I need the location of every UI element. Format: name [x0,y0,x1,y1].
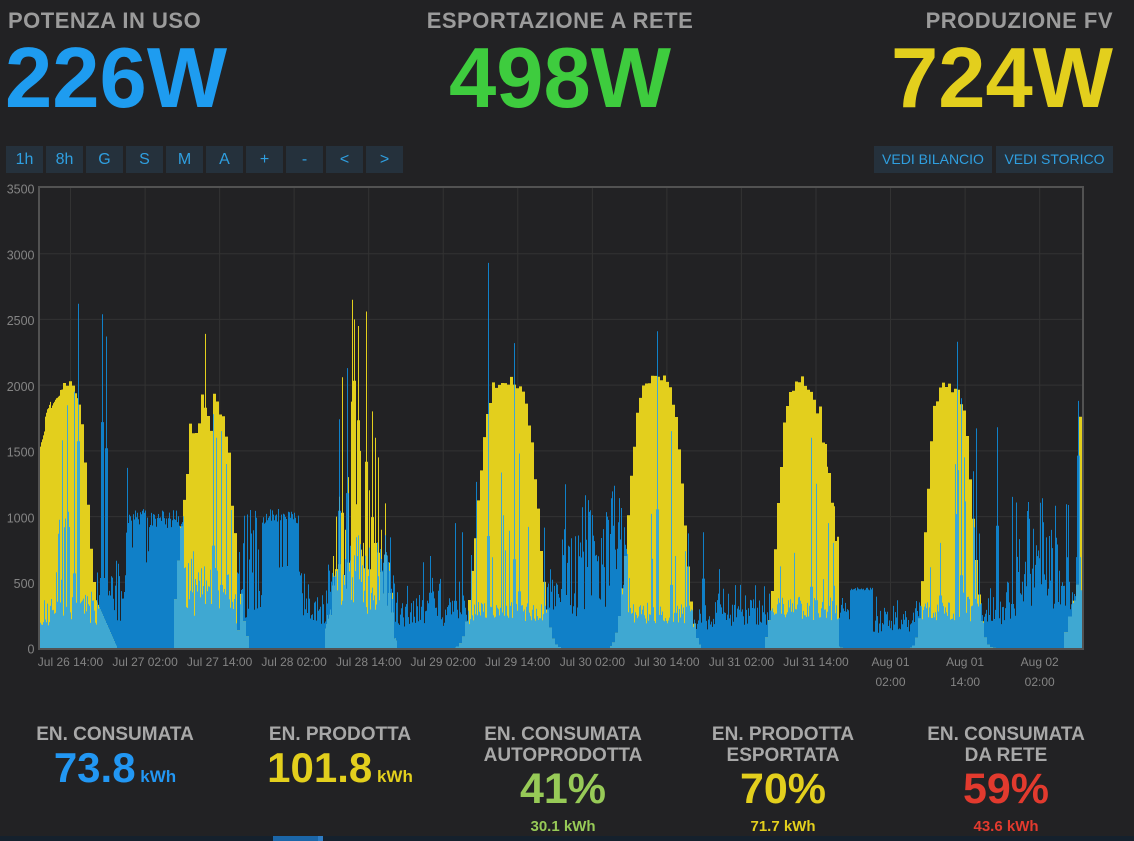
svg-text:Aug 01: Aug 01 [871,655,909,669]
svg-text:Jul 29 02:00: Jul 29 02:00 [411,655,477,669]
svg-text:Jul 27 14:00: Jul 27 14:00 [187,655,253,669]
svg-text:Jul 26 14:00: Jul 26 14:00 [38,655,104,669]
svg-text:02:00: 02:00 [875,675,905,689]
svg-text:Jul 31 14:00: Jul 31 14:00 [783,655,849,669]
svg-text:Jul 30 14:00: Jul 30 14:00 [634,655,700,669]
svg-text:2500: 2500 [7,314,35,328]
svg-text:3500: 3500 [7,183,35,197]
svg-text:Jul 27 02:00: Jul 27 02:00 [112,655,178,669]
svg-text:0: 0 [28,643,35,657]
svg-text:3000: 3000 [7,248,35,262]
svg-text:Jul 29 14:00: Jul 29 14:00 [485,655,551,669]
svg-text:Jul 28 14:00: Jul 28 14:00 [336,655,402,669]
svg-text:Jul 31 02:00: Jul 31 02:00 [709,655,775,669]
svg-text:Jul 30 02:00: Jul 30 02:00 [560,655,626,669]
svg-text:Aug 02: Aug 02 [1021,655,1059,669]
svg-text:14:00: 14:00 [950,675,980,689]
svg-text:1000: 1000 [7,511,35,525]
svg-text:Aug 01: Aug 01 [946,655,984,669]
svg-text:Jul 28 02:00: Jul 28 02:00 [261,655,327,669]
svg-text:500: 500 [14,577,35,591]
svg-text:02:00: 02:00 [1025,675,1055,689]
svg-text:2000: 2000 [7,380,35,394]
svg-text:1500: 1500 [7,446,35,460]
